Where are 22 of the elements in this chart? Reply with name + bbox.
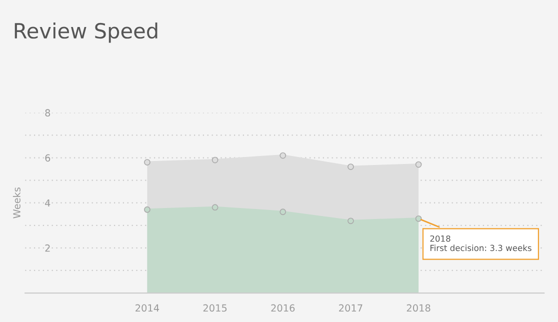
- point: [280, 208, 286, 216]
- y-tick-label: 8: [45, 109, 50, 117]
- x-tick-label: 2014: [136, 304, 160, 312]
- annotation: 2018 First decision: 3.3 weeks: [430, 235, 532, 252]
- x-tick-label: 2018: [406, 304, 430, 312]
- x-tick-label: 2017: [339, 304, 362, 312]
- point: [415, 215, 422, 222]
- point: [348, 218, 354, 224]
- y-tick-label: 6: [45, 154, 50, 162]
- point: [144, 206, 150, 213]
- point: [212, 156, 218, 164]
- x-tick-label: 2016: [271, 304, 295, 312]
- chart-title: Review Speed: [14, 22, 158, 43]
- y-tick-label: 4: [45, 199, 50, 207]
- point: [348, 164, 354, 170]
- point: [144, 159, 150, 166]
- y-axis-title: Weeks: [12, 187, 20, 218]
- y-tick-label: 2: [45, 244, 50, 252]
- x-tick-label: 2015: [203, 304, 227, 312]
- point: [212, 204, 218, 211]
- point: [280, 152, 286, 159]
- point: [415, 161, 422, 168]
